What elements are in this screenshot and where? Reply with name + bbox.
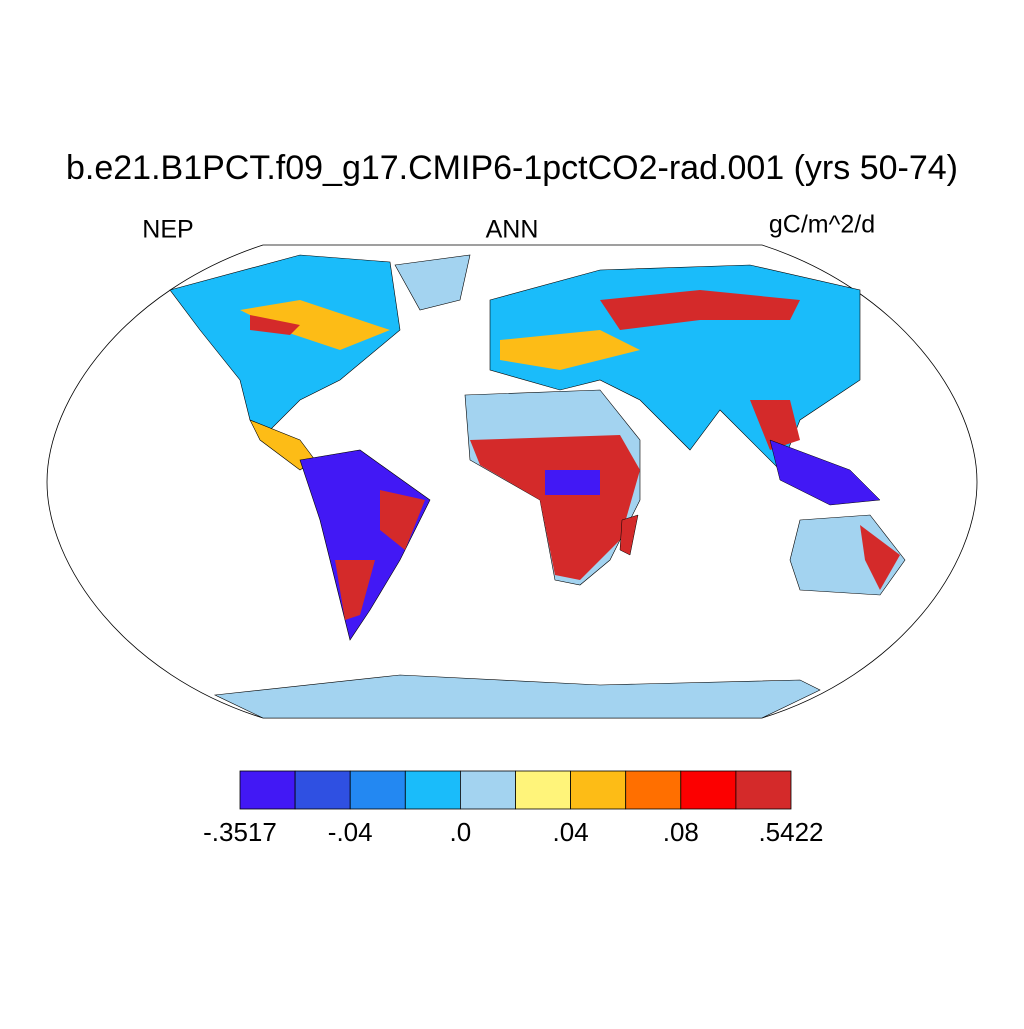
- colorbar-box: [349, 770, 406, 810]
- colorbar-box: [404, 770, 461, 810]
- colorbar-box: [294, 770, 351, 810]
- colorbar-tick-label: -.04: [328, 817, 373, 847]
- region: [600, 290, 800, 330]
- left-label: NEP: [142, 216, 193, 244]
- right-label: gC/m^2/d: [769, 211, 875, 239]
- colorbar: -.3517 -.04 .0 .04 .08 .5422: [203, 770, 824, 847]
- center-label: ANN: [486, 216, 539, 244]
- region: [750, 400, 800, 450]
- colorbar-box: [625, 770, 682, 810]
- antarctica: [213, 674, 821, 719]
- colorbar-box: [459, 770, 516, 810]
- region: [240, 300, 390, 350]
- colorbar-tick-label: .5422: [758, 817, 823, 847]
- colorbar-tick-label: .08: [663, 817, 699, 847]
- colorbar-box: [239, 770, 296, 810]
- colorbar-box: [735, 770, 792, 810]
- colorbar-tick-label: -.3517: [203, 817, 277, 847]
- southeast-asia: [769, 439, 881, 506]
- title: b.e21.B1PCT.f09_g17.CMIP6-1pctCO2-rad.00…: [66, 149, 958, 187]
- colorbar-box: [570, 770, 627, 810]
- region: [860, 525, 900, 590]
- colorbar-tick-label: .04: [553, 817, 589, 847]
- colorbar-box: [515, 770, 571, 810]
- region: [545, 470, 600, 495]
- region: [250, 315, 300, 335]
- greenland: [394, 254, 471, 311]
- region: [335, 560, 375, 620]
- region: [380, 490, 425, 550]
- colorbar-box: [680, 770, 737, 810]
- madagascar: [619, 514, 639, 556]
- colorbar-tick-label: .0: [450, 817, 472, 847]
- map: [46, 244, 978, 719]
- north-america: [169, 254, 401, 431]
- region: [500, 330, 640, 370]
